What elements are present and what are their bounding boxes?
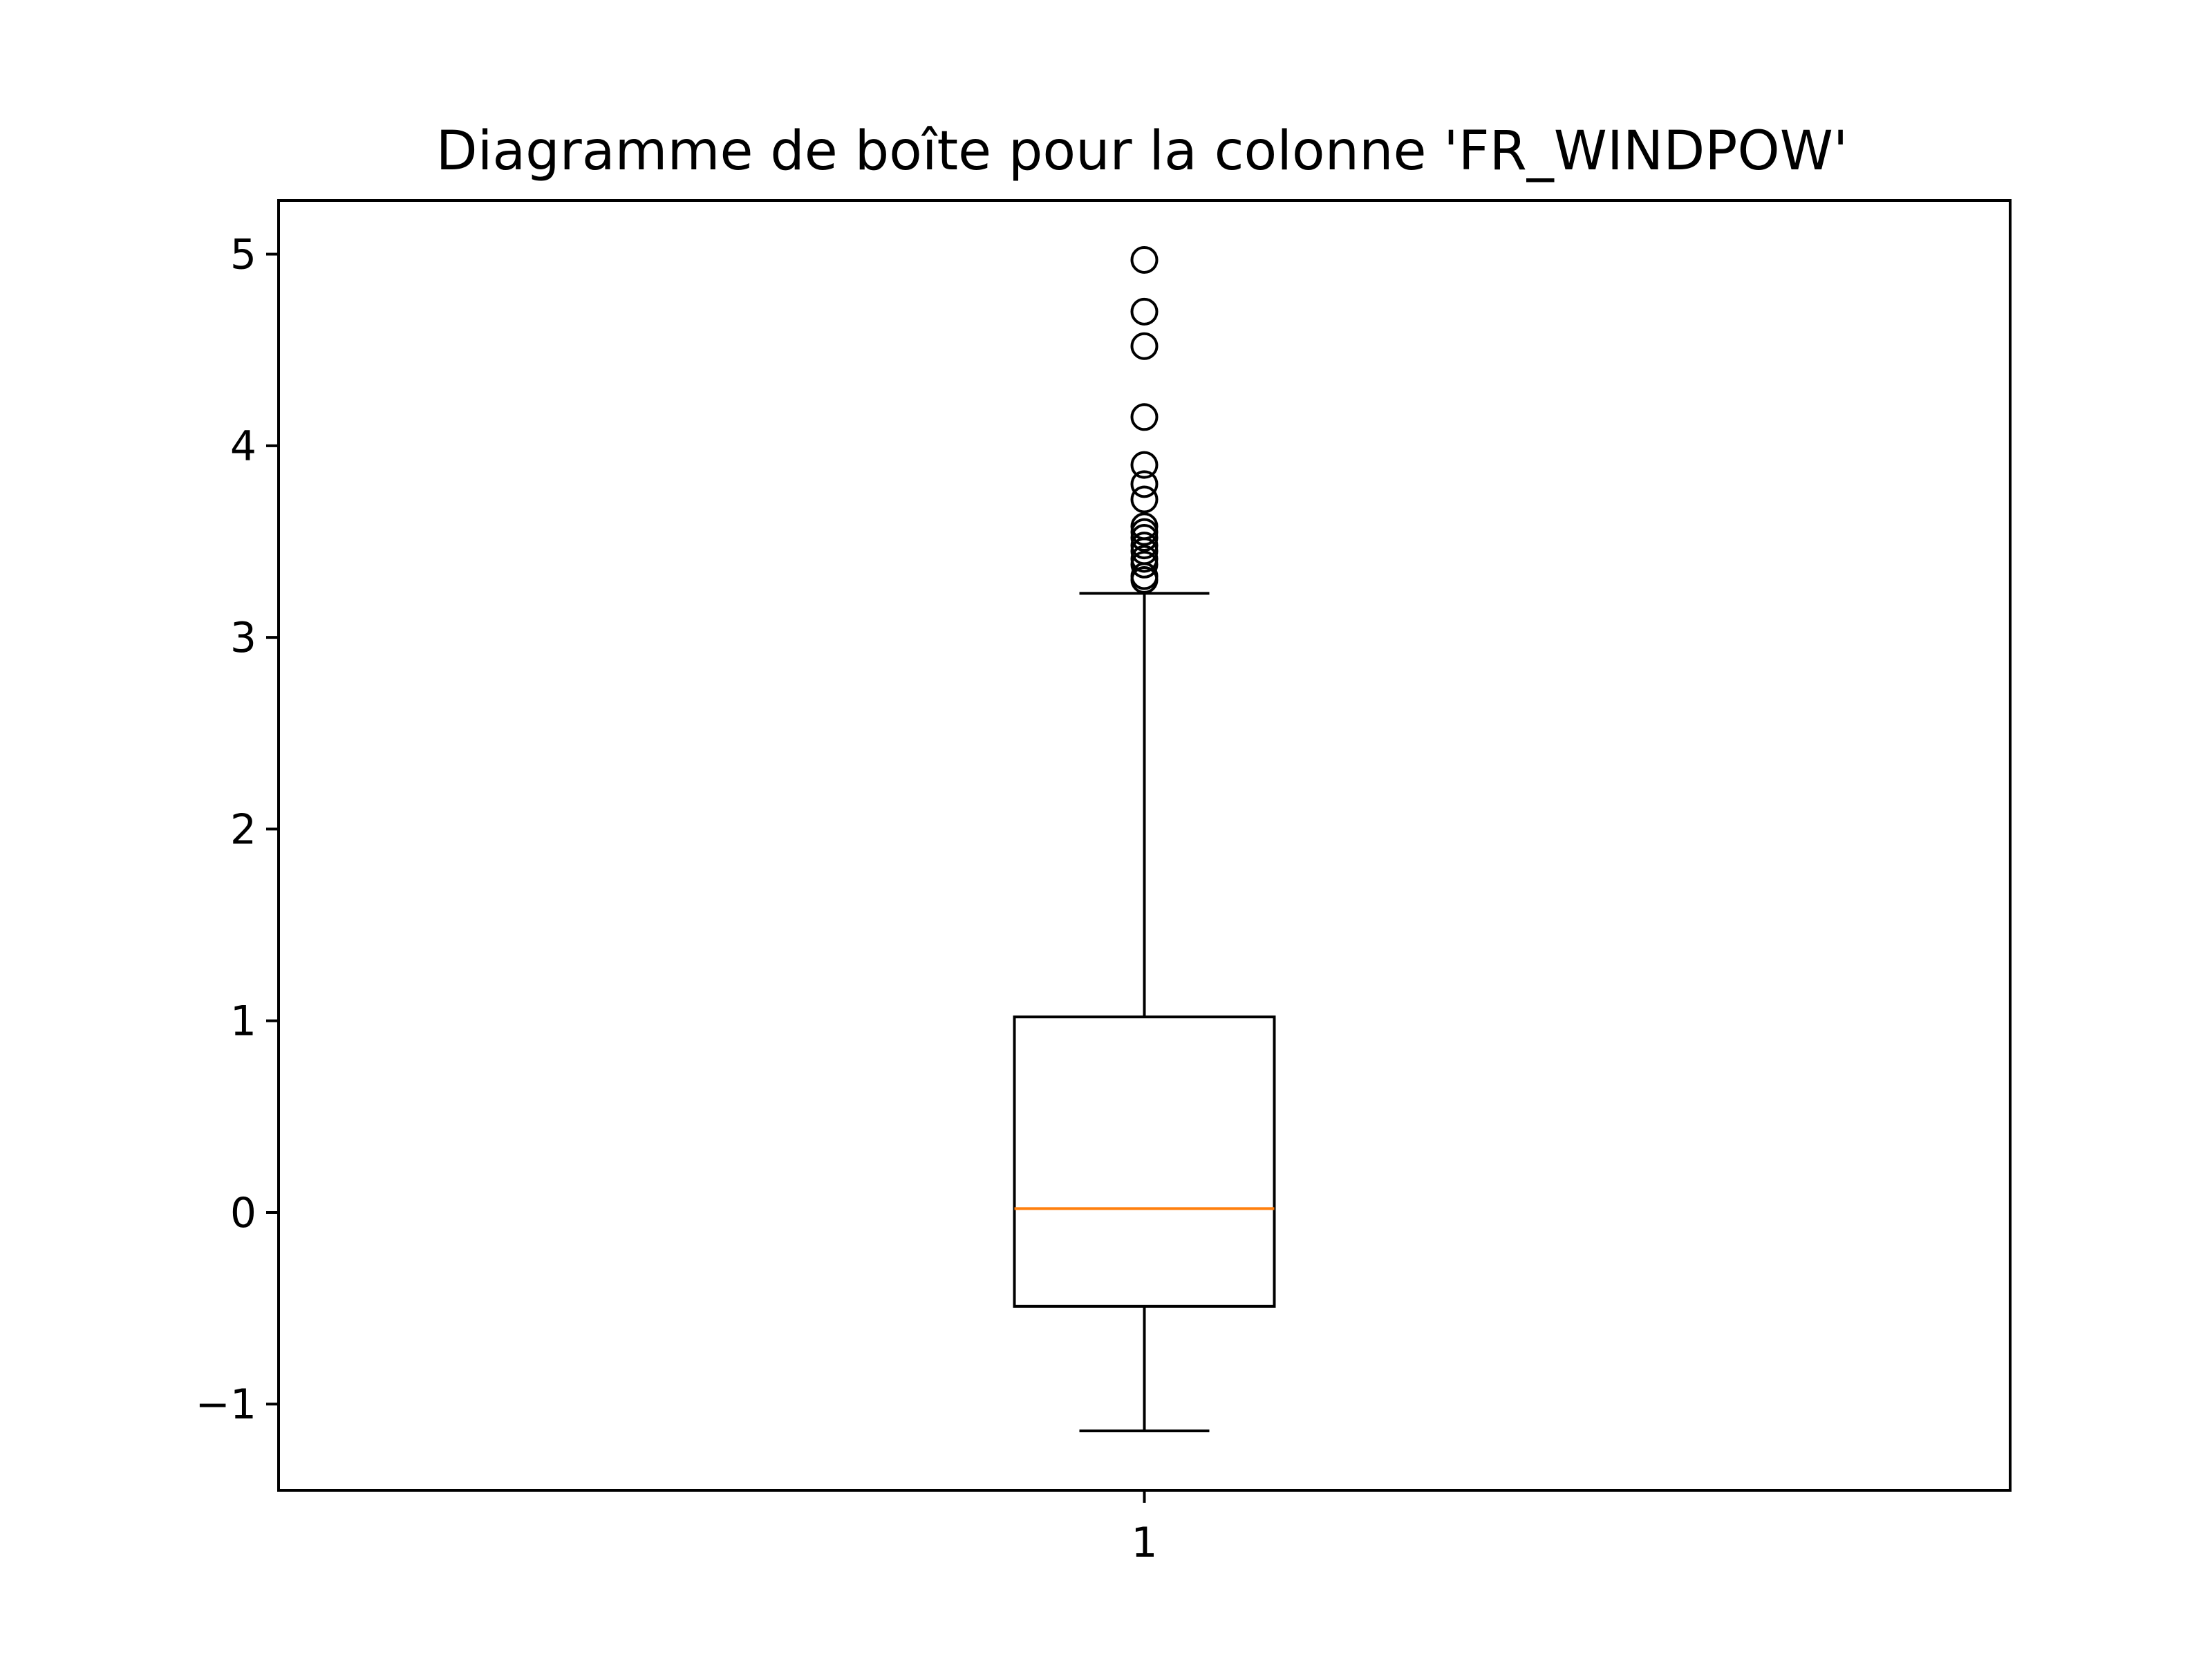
outlier-point [1130,470,1159,498]
y-tick-label: 5 [230,231,256,279]
chart-title: Diagramme de boîte pour la colonne 'FR_W… [436,120,1848,182]
outlier-point [1130,332,1159,360]
y-tick-label: 4 [230,422,256,471]
outlier-point [1130,532,1159,560]
plot-area: −1 0 1 2 3 4 5 1 [196,231,1276,1567]
y-tick-label: 2 [230,805,256,854]
iqr-box [1013,1015,1276,1308]
outlier-point [1130,512,1159,541]
axes-frame [277,199,2012,1492]
y-tick-label: 0 [230,1189,256,1237]
outlier-point [1130,451,1159,479]
outlier-point [1130,545,1159,573]
y-tick-label: −1 [196,1380,256,1429]
outlier-point [1130,245,1159,274]
x-tick-label: 1 [1131,1519,1157,1567]
outlier-point [1130,297,1159,326]
y-tick-label: 3 [230,614,256,662]
y-tick-label: 1 [230,997,256,1046]
outlier-point [1130,485,1159,514]
outlier-point [1130,403,1159,431]
